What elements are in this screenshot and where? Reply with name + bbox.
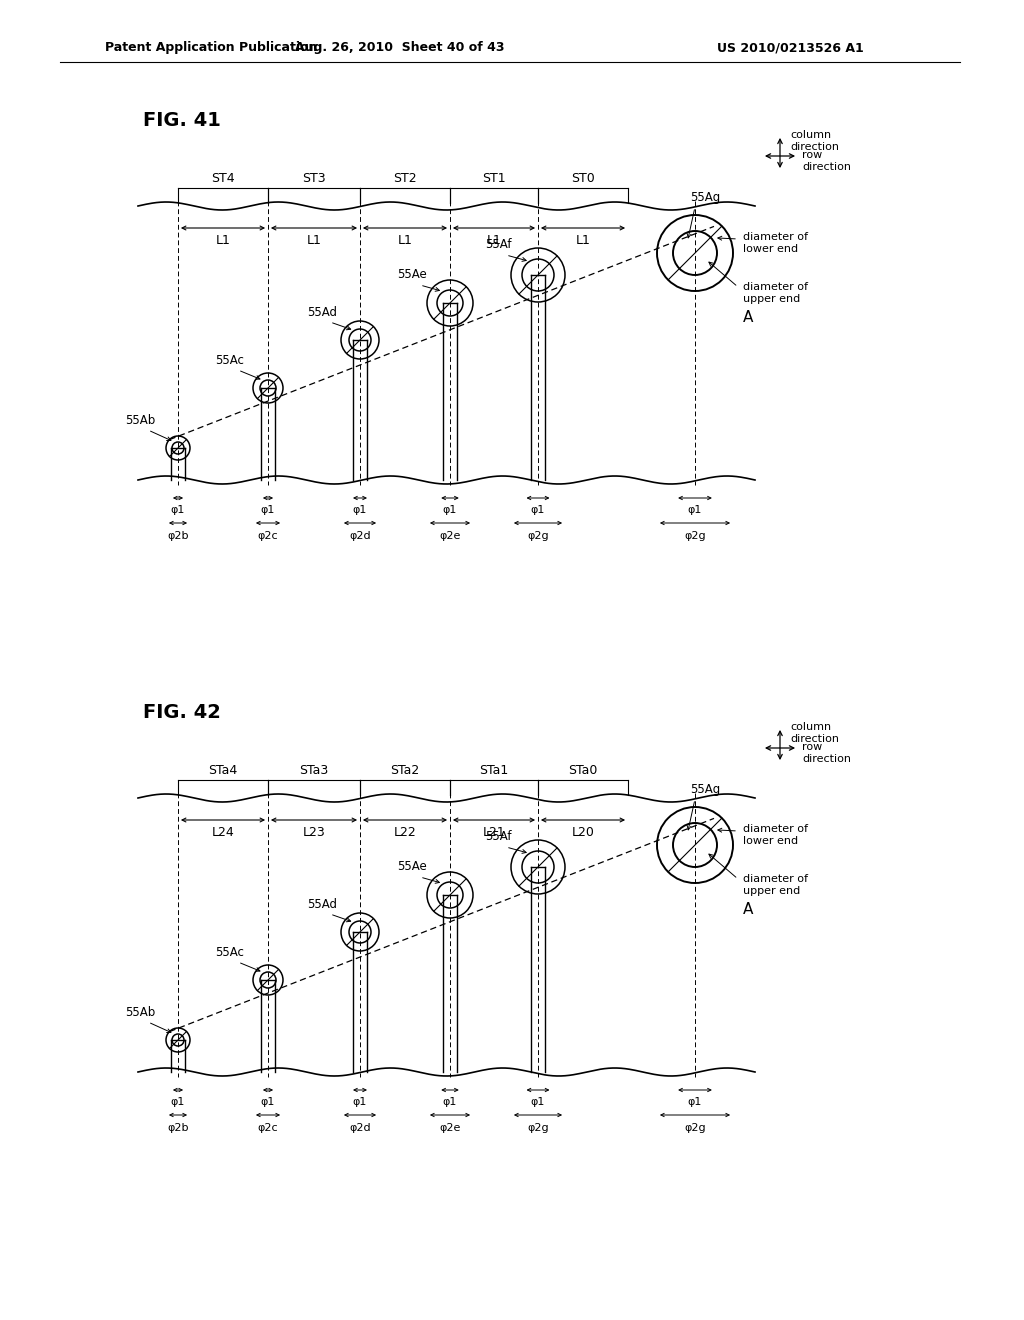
Text: L1: L1 xyxy=(486,235,502,248)
Text: A: A xyxy=(743,903,754,917)
Text: STa4: STa4 xyxy=(208,763,238,776)
Text: diameter of
lower end: diameter of lower end xyxy=(743,232,808,253)
Text: column
direction: column direction xyxy=(790,131,839,152)
Text: φ2b: φ2b xyxy=(167,1123,188,1133)
Text: φ1: φ1 xyxy=(171,506,185,515)
Text: φ1: φ1 xyxy=(261,506,275,515)
Text: 55Ae: 55Ae xyxy=(397,861,427,874)
Text: φ1: φ1 xyxy=(353,1097,368,1107)
Text: φ2c: φ2c xyxy=(258,531,279,541)
Text: φ2d: φ2d xyxy=(349,531,371,541)
Text: 55Ag: 55Ag xyxy=(690,190,720,203)
Text: L1: L1 xyxy=(306,235,322,248)
Text: diameter of
upper end: diameter of upper end xyxy=(743,874,808,896)
Text: 55Ag: 55Ag xyxy=(690,783,720,796)
Text: 55Ab: 55Ab xyxy=(125,1006,155,1019)
Text: φ1: φ1 xyxy=(171,1097,185,1107)
Text: φ2g: φ2g xyxy=(684,1123,706,1133)
Text: FIG. 41: FIG. 41 xyxy=(143,111,221,129)
Text: STa2: STa2 xyxy=(390,763,420,776)
Text: Aug. 26, 2010  Sheet 40 of 43: Aug. 26, 2010 Sheet 40 of 43 xyxy=(295,41,505,54)
Text: A: A xyxy=(743,310,754,326)
Text: φ1: φ1 xyxy=(688,506,702,515)
Text: φ1: φ1 xyxy=(530,1097,545,1107)
Text: φ1: φ1 xyxy=(261,1097,275,1107)
Text: 55Ac: 55Ac xyxy=(216,945,245,958)
Text: L20: L20 xyxy=(571,826,595,840)
Text: L23: L23 xyxy=(303,826,326,840)
Text: φ2c: φ2c xyxy=(258,1123,279,1133)
Text: 55Ab: 55Ab xyxy=(125,413,155,426)
Text: φ2e: φ2e xyxy=(439,531,461,541)
Text: STa3: STa3 xyxy=(299,763,329,776)
Text: φ2e: φ2e xyxy=(439,1123,461,1133)
Text: L1: L1 xyxy=(397,235,413,248)
Text: US 2010/0213526 A1: US 2010/0213526 A1 xyxy=(717,41,863,54)
Text: diameter of
lower end: diameter of lower end xyxy=(743,824,808,846)
Text: ST0: ST0 xyxy=(571,172,595,185)
Text: φ2d: φ2d xyxy=(349,1123,371,1133)
Text: φ2b: φ2b xyxy=(167,531,188,541)
Text: φ1: φ1 xyxy=(353,506,368,515)
Text: L1: L1 xyxy=(575,235,591,248)
Text: row
direction: row direction xyxy=(802,150,851,172)
Text: diameter of
upper end: diameter of upper end xyxy=(743,282,808,304)
Text: FIG. 42: FIG. 42 xyxy=(143,702,221,722)
Text: ST3: ST3 xyxy=(302,172,326,185)
Text: φ1: φ1 xyxy=(688,1097,702,1107)
Text: φ2g: φ2g xyxy=(684,531,706,541)
Text: STa0: STa0 xyxy=(568,763,598,776)
Text: φ1: φ1 xyxy=(530,506,545,515)
Text: L24: L24 xyxy=(212,826,234,840)
Text: L22: L22 xyxy=(393,826,417,840)
Text: ST4: ST4 xyxy=(211,172,234,185)
Text: L21: L21 xyxy=(482,826,506,840)
Text: 55Af: 55Af xyxy=(484,830,511,843)
Text: φ2g: φ2g xyxy=(527,531,549,541)
Text: φ1: φ1 xyxy=(442,506,457,515)
Text: 55Ac: 55Ac xyxy=(216,354,245,367)
Text: ST1: ST1 xyxy=(482,172,506,185)
Text: L1: L1 xyxy=(216,235,230,248)
Text: 55Af: 55Af xyxy=(484,239,511,252)
Text: φ2g: φ2g xyxy=(527,1123,549,1133)
Text: ST2: ST2 xyxy=(393,172,417,185)
Text: STa1: STa1 xyxy=(479,763,509,776)
Text: 55Ad: 55Ad xyxy=(307,898,337,911)
Text: 55Ad: 55Ad xyxy=(307,305,337,318)
Text: Patent Application Publication: Patent Application Publication xyxy=(105,41,317,54)
Text: row
direction: row direction xyxy=(802,742,851,764)
Text: column
direction: column direction xyxy=(790,722,839,743)
Text: 55Ae: 55Ae xyxy=(397,268,427,281)
Text: φ1: φ1 xyxy=(442,1097,457,1107)
